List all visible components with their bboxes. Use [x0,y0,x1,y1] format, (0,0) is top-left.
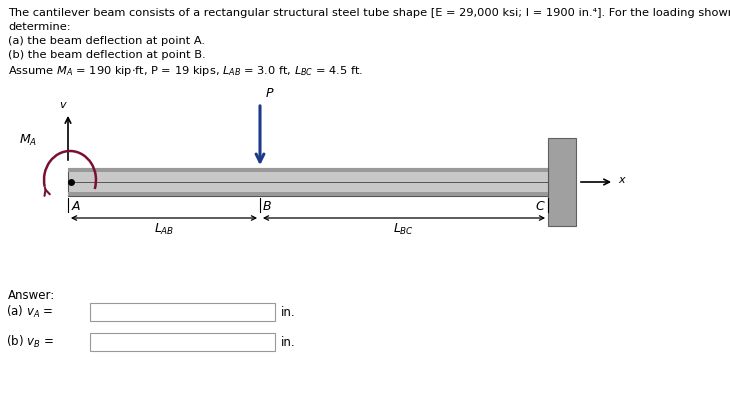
Bar [548,138,576,226]
Bar [68,168,548,172]
Text: Assume $M_A$ = 190 kip$\cdot$ft, P = 19 kips, $L_{AB}$ = 3.0 ft, $L_{BC}$ = 4.5 : Assume $M_A$ = 190 kip$\cdot$ft, P = 19 … [8,64,363,78]
Text: P: P [266,87,274,100]
Text: x: x [618,175,625,185]
Text: $M_A$: $M_A$ [19,133,37,147]
Text: (a) the beam deflection at point A.: (a) the beam deflection at point A. [8,36,205,46]
Text: $L_{AB}$: $L_{AB}$ [154,222,174,237]
Text: v: v [60,100,66,110]
Text: $L_{BC}$: $L_{BC}$ [393,222,415,237]
Text: A: A [72,200,80,213]
Text: in.: in. [281,335,296,349]
Text: (b) $v_B$ =: (b) $v_B$ = [6,334,54,350]
Text: determine:: determine: [8,22,71,32]
Text: (b) the beam deflection at point B.: (b) the beam deflection at point B. [8,50,206,60]
Bar [68,168,548,196]
Text: Answer:: Answer: [8,289,55,302]
Bar [90,333,275,351]
Text: in.: in. [281,305,296,318]
Text: B: B [263,200,272,213]
Text: The cantilever beam consists of a rectangular structural steel tube shape [E = 2: The cantilever beam consists of a rectan… [8,8,730,18]
Text: (a) $v_A$ =: (a) $v_A$ = [6,304,53,320]
Bar [68,192,548,196]
Text: C: C [535,200,544,213]
Bar [90,303,275,321]
